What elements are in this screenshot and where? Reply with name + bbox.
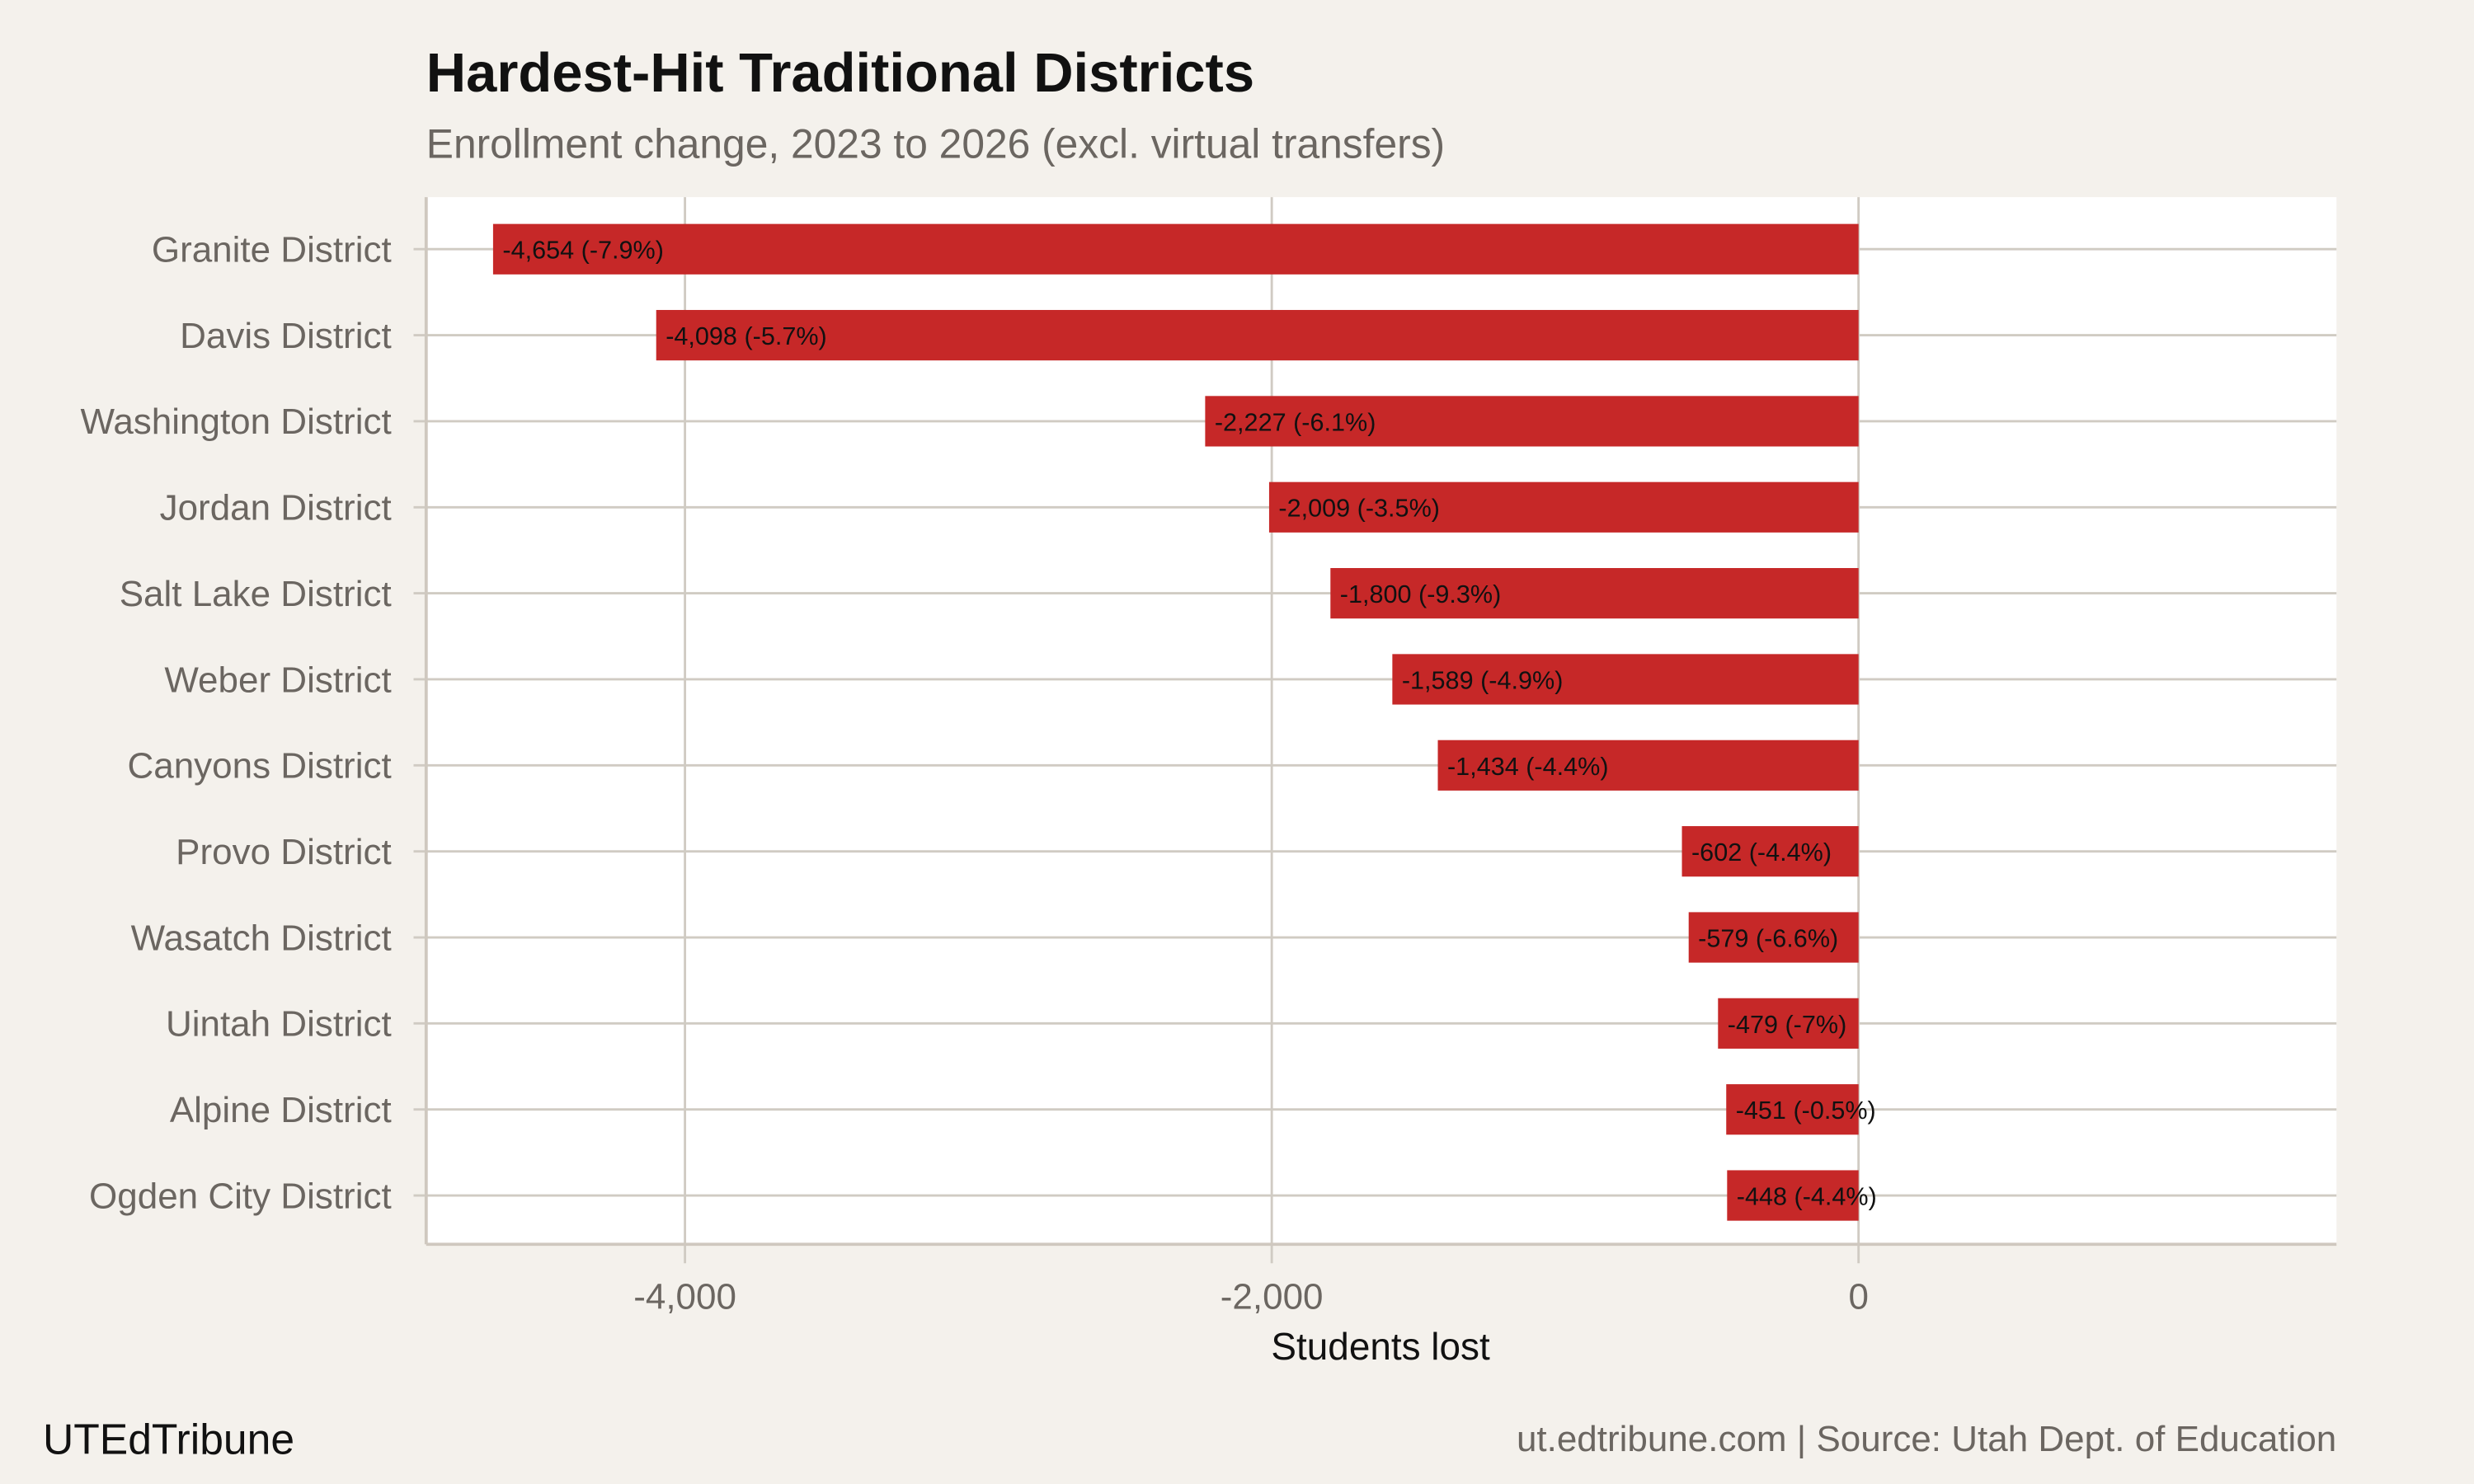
y-tick-label: Weber District [164, 660, 391, 700]
y-tick-label: Canyons District [128, 746, 392, 787]
brand-logo: UTEdTribune [43, 1416, 294, 1463]
y-tick-label: Ogden City District [89, 1176, 392, 1216]
data-label: -2,009 (-3.5%) [1278, 495, 1440, 523]
bar [1681, 826, 1859, 877]
y-tick-label: Uintah District [166, 1004, 392, 1045]
bar [492, 223, 1859, 275]
chart-subtitle: Enrollment change, 2023 to 2026 (excl. v… [426, 120, 1445, 167]
y-tick-label: Davis District [180, 316, 392, 356]
y-tick-label: Jordan District [160, 488, 392, 528]
data-label: -602 (-4.4%) [1691, 838, 1832, 866]
data-label: -1,800 (-9.3%) [1340, 580, 1502, 608]
bar [1718, 998, 1859, 1049]
y-tick-label: Granite District [152, 230, 392, 270]
plot-panel [426, 197, 2337, 1245]
y-tick-label: Provo District [176, 832, 392, 872]
bar [1437, 740, 1859, 791]
x-tick-label: -4,000 [633, 1277, 736, 1317]
y-tick-label: Wasatch District [131, 918, 392, 958]
x-tick-label: -2,000 [1221, 1277, 1324, 1317]
y-tick-label: Washington District [80, 402, 391, 442]
bar [1726, 1084, 1859, 1135]
bar [1205, 396, 1859, 447]
y-tick-label: Salt Lake District [120, 574, 392, 614]
bar [656, 309, 1859, 361]
data-label: -4,654 (-7.9%) [502, 237, 664, 265]
data-label: -451 (-0.5%) [1736, 1097, 1876, 1125]
bar [1268, 481, 1859, 533]
bar [1330, 568, 1859, 619]
y-tick-label: Alpine District [170, 1090, 392, 1130]
data-label: -2,227 (-6.1%) [1215, 408, 1376, 436]
bar [1392, 654, 1859, 705]
x-axis-label: Students lost [1271, 1325, 1490, 1368]
x-tick-label: 0 [1848, 1277, 1868, 1317]
data-label: -1,589 (-4.9%) [1402, 666, 1564, 694]
data-label: -448 (-4.4%) [1737, 1183, 1877, 1211]
chart-title: Hardest-Hit Traditional Districts [426, 42, 1254, 104]
bar [1727, 1170, 1859, 1221]
data-label: -1,434 (-4.4%) [1447, 753, 1609, 781]
data-label: -579 (-6.6%) [1698, 924, 1838, 952]
source-note: ut.edtribune.com | Source: Utah Dept. of… [1517, 1419, 2336, 1459]
data-label: -4,098 (-5.7%) [666, 322, 827, 350]
bar [1688, 912, 1859, 963]
data-label: -479 (-7%) [1728, 1011, 1847, 1039]
